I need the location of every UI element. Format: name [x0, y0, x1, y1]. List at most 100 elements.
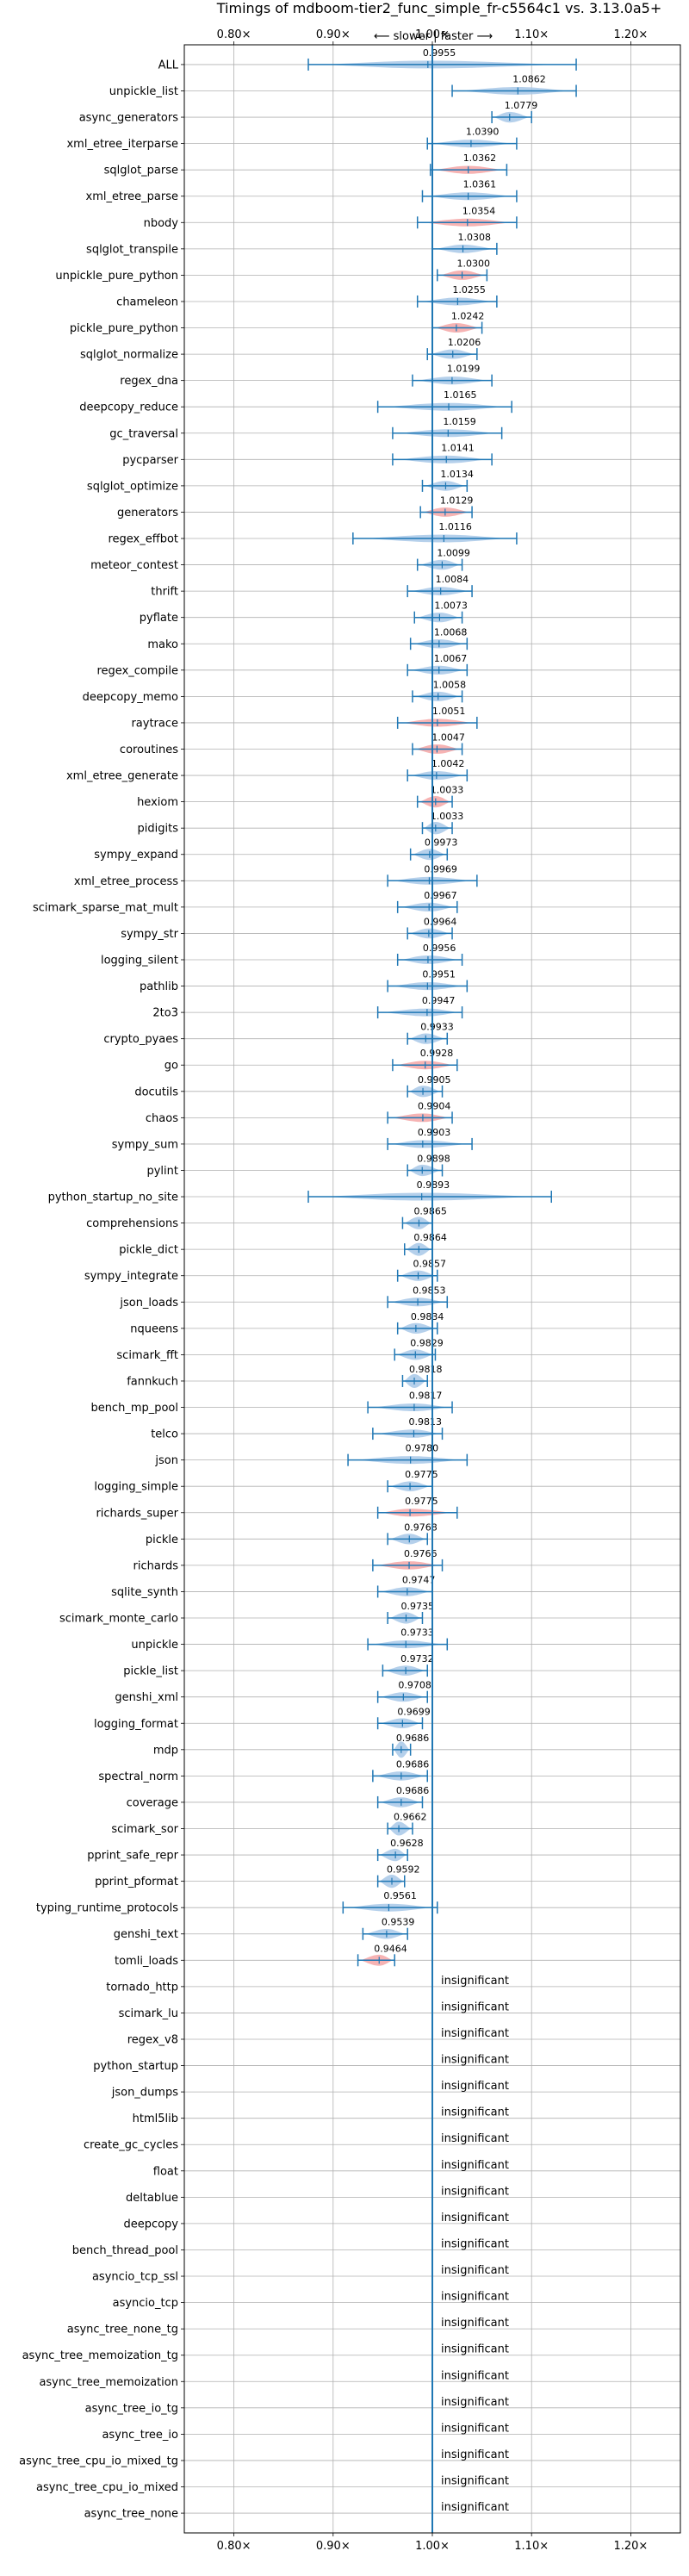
benchmark-label: async_generators	[79, 112, 179, 125]
value-label: 0.9699	[397, 1706, 431, 1717]
benchmark-label: pycparser	[122, 454, 178, 467]
benchmark-label: 2to3	[152, 1007, 178, 1020]
x-tick-label-top: 0.90×	[316, 28, 351, 41]
value-label: 0.9898	[417, 1153, 450, 1164]
benchmark-label: async_tree_cpu_io_mixed_tg	[19, 2455, 178, 2467]
value-label: 1.0361	[463, 179, 497, 190]
value-label: 1.0354	[462, 205, 496, 216]
value-label: 0.9628	[390, 1838, 424, 1849]
benchmark-label: unpickle_list	[109, 85, 178, 98]
value-label: 0.9951	[422, 969, 456, 980]
value-label: 1.0199	[447, 364, 481, 375]
benchmark-label: tornado_http	[106, 1981, 178, 1994]
benchmark-label: chaos	[146, 1112, 178, 1125]
benchmark-label: meteor_contest	[90, 559, 178, 572]
insignificant-label: insignificant	[441, 2291, 509, 2304]
value-label: 0.9813	[408, 1416, 442, 1428]
value-label: 0.9857	[413, 1259, 446, 1270]
value-label: 0.9829	[410, 1337, 443, 1348]
benchmark-label: fannkuch	[127, 1375, 178, 1388]
value-label: 0.9735	[400, 1601, 434, 1612]
value-label: 1.0084	[436, 574, 469, 585]
value-label: 0.9964	[424, 916, 456, 927]
value-label: 0.9928	[420, 1048, 453, 1059]
benchmark-label: sympy_integrate	[84, 1270, 178, 1283]
value-label: 1.0042	[431, 758, 464, 769]
benchmark-label: sqlglot_normalize	[80, 349, 178, 362]
benchmark-label: crypto_pyaes	[103, 1033, 178, 1046]
value-label: 0.9947	[422, 995, 456, 1006]
benchmark-label: json_loads	[119, 1297, 178, 1310]
axes: 0.80× 0.80× 0.90× 0.90× 1.00× 1.00× 1.10× 1.10×…	[181, 28, 681, 2553]
benchmark-label: xml_etree_parse	[86, 190, 178, 203]
value-label: 1.0206	[448, 337, 481, 348]
benchmark-label: sqlite_synth	[111, 1586, 178, 1599]
benchmark-label: sqlglot_parse	[104, 165, 178, 177]
value-label: 0.9539	[382, 1917, 415, 1928]
x-tick-label-bottom: 0.90×	[316, 2540, 351, 2553]
value-label: 0.9969	[424, 863, 457, 874]
value-label: 0.9865	[413, 1206, 447, 1217]
x-tick-label-bottom: 1.10×	[514, 2540, 549, 2553]
value-label: 1.0242	[451, 311, 485, 322]
x-tick-label-top: 0.80×	[217, 28, 251, 41]
benchmark-label: sqlglot_transpile	[86, 243, 178, 256]
benchmark-label: sqlglot_optimize	[87, 480, 178, 493]
labels: ALL unpickle_list async_generators xml_etre…	[19, 47, 546, 2521]
benchmark-label: richards	[133, 1559, 179, 1572]
benchmark-label: deepcopy_reduce	[79, 401, 178, 414]
value-label: 0.9747	[402, 1574, 436, 1585]
value-label: 0.9956	[423, 943, 456, 954]
insignificant-label: insignificant	[441, 2369, 509, 2382]
value-label: 0.9686	[396, 1785, 430, 1796]
value-label: 0.9864	[413, 1232, 446, 1243]
value-label: 0.9732	[400, 1653, 434, 1664]
insignificant-label: insignificant	[441, 2132, 509, 2145]
benchmark-label: pathlib	[140, 980, 178, 993]
benchmark-label: asyncio_tcp	[113, 2297, 178, 2310]
benchmark-label: mako	[147, 638, 178, 651]
value-label: 1.0255	[452, 284, 486, 296]
benchmark-label: pylint	[146, 1165, 178, 1178]
x-tick-label-bottom: 0.80×	[217, 2540, 251, 2553]
value-label: 1.0779	[505, 100, 538, 111]
value-label: 0.9933	[420, 1022, 454, 1033]
x-tick-label-bottom: 1.00×	[415, 2540, 450, 2553]
benchmark-label: comprehensions	[86, 1217, 178, 1230]
benchmark-label: richards_super	[96, 1507, 178, 1520]
benchmark-label: mdp	[153, 1744, 178, 1757]
insignificant-label: insignificant	[441, 2501, 509, 2514]
value-label: 0.9733	[400, 1627, 434, 1639]
benchmark-label: pidigits	[138, 823, 179, 836]
benchmark-label: xml_etree_process	[74, 875, 178, 888]
value-label: 1.0308	[457, 232, 491, 243]
value-label: 0.9686	[396, 1733, 430, 1744]
benchmark-label: async_tree_memoization_tg	[22, 2349, 178, 2362]
value-label: 0.9834	[411, 1311, 444, 1322]
benchmark-label: json_dumps	[111, 2087, 178, 2100]
insignificant-label: insignificant	[441, 2159, 509, 2172]
benchmark-label: pickle_list	[123, 1665, 178, 1678]
value-label: 0.9905	[418, 1074, 451, 1086]
benchmark-label: gc_traversal	[109, 427, 178, 440]
value-label: 1.0033	[431, 785, 464, 796]
benchmark-label: scimark_sparse_mat_mult	[33, 901, 178, 914]
value-label: 0.9818	[409, 1364, 442, 1375]
benchmark-label: pickle_pure_python	[70, 322, 178, 335]
benchmark-label: scimark_monte_carlo	[59, 1613, 178, 1626]
benchmark-label: logging_silent	[101, 954, 178, 967]
benchmark-label: python_startup	[93, 2060, 178, 2073]
benchmark-label: async_tree_io	[102, 2429, 178, 2442]
direction-subtitle: ⟵ slower | faster ⟶	[374, 30, 493, 43]
benchmark-label: genshi_xml	[115, 1691, 178, 1704]
benchmark-label: float	[153, 2165, 178, 2178]
value-label: 0.9464	[374, 1943, 407, 1954]
value-label: 0.9967	[424, 890, 456, 901]
value-label: 0.9780	[406, 1443, 439, 1454]
benchmark-label: docutils	[134, 1086, 178, 1098]
benchmark-label: scimark_fft	[116, 1349, 178, 1362]
benchmark-label: genshi_text	[114, 1928, 178, 1941]
value-label: 1.0068	[434, 626, 468, 638]
insignificant-label: insignificant	[441, 2000, 509, 2013]
benchmark-label: bench_thread_pool	[72, 2244, 178, 2257]
